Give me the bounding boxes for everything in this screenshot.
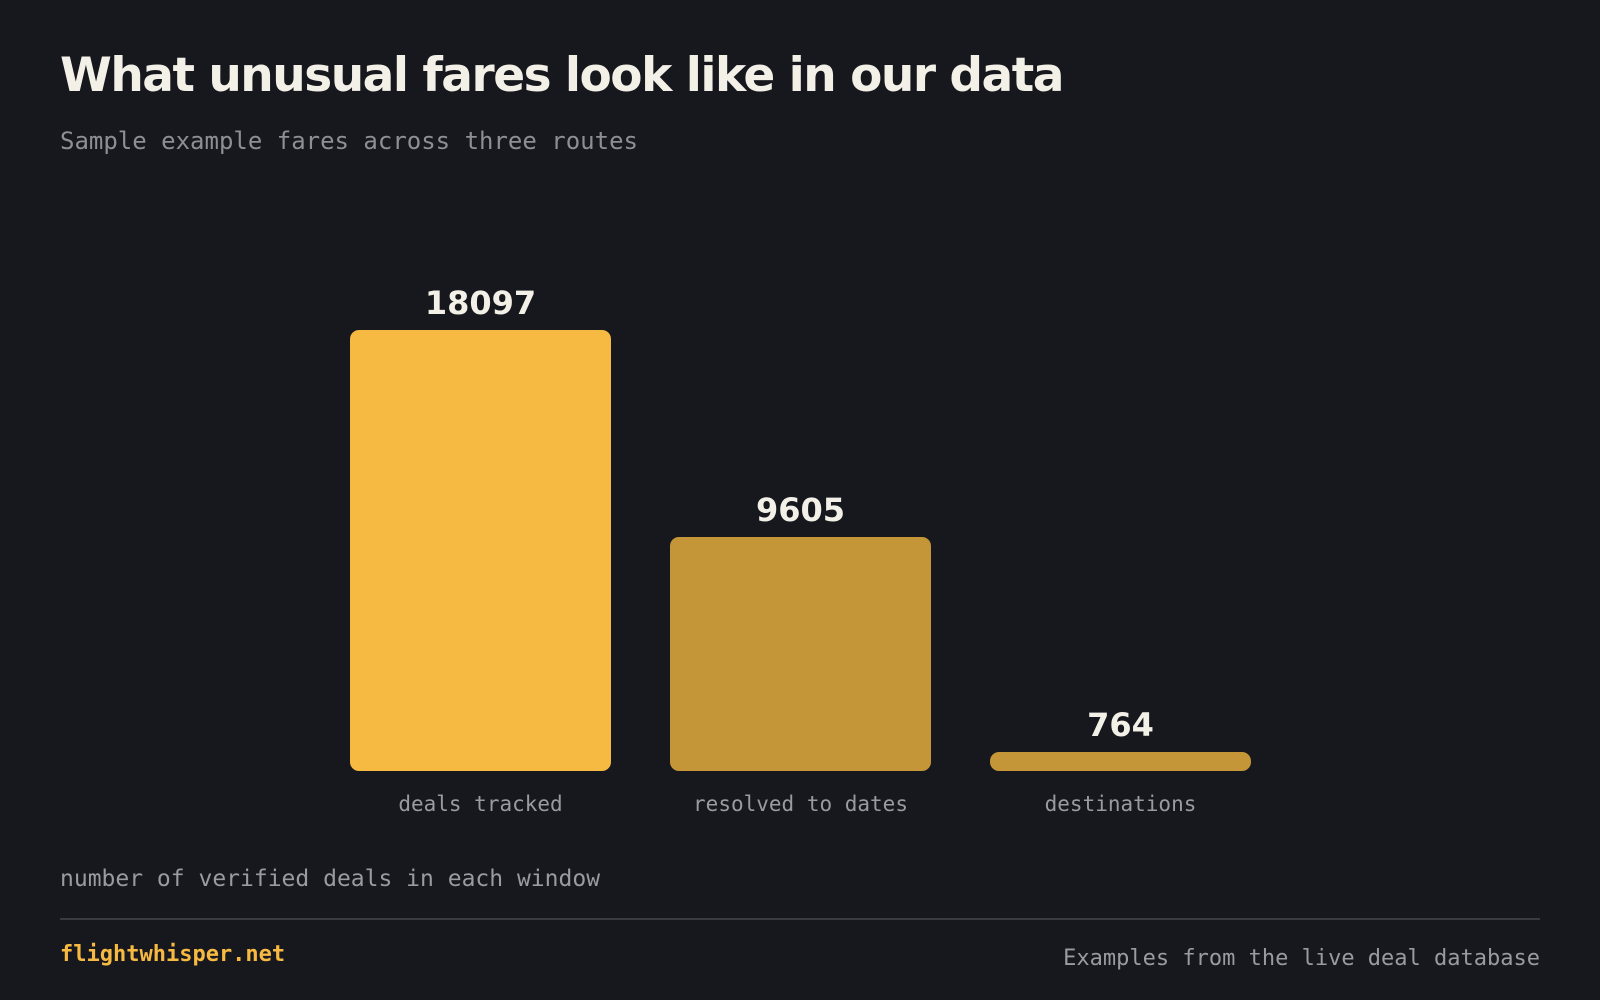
bar-value-label-2: 764 — [1087, 706, 1154, 744]
bar-0 — [350, 330, 611, 771]
category-label-0: deals tracked — [398, 792, 562, 816]
axis-note: number of verified deals in each window — [60, 866, 601, 892]
chart-title: What unusual fares look like in our data — [60, 48, 1064, 103]
category-label-1: resolved to dates — [693, 792, 908, 816]
chart-subtitle: Sample example fares across three routes — [60, 127, 638, 155]
category-label-2: destinations — [1045, 792, 1197, 816]
bar-value-label-0: 18097 — [425, 284, 536, 322]
bar-2 — [990, 752, 1251, 771]
footer-divider — [60, 918, 1540, 920]
source-note: Examples from the live deal database — [1063, 946, 1540, 971]
brand-link[interactable]: flightwhisper.net — [60, 942, 286, 967]
bar-1 — [670, 536, 931, 771]
bar-value-label-1: 9605 — [756, 491, 845, 529]
